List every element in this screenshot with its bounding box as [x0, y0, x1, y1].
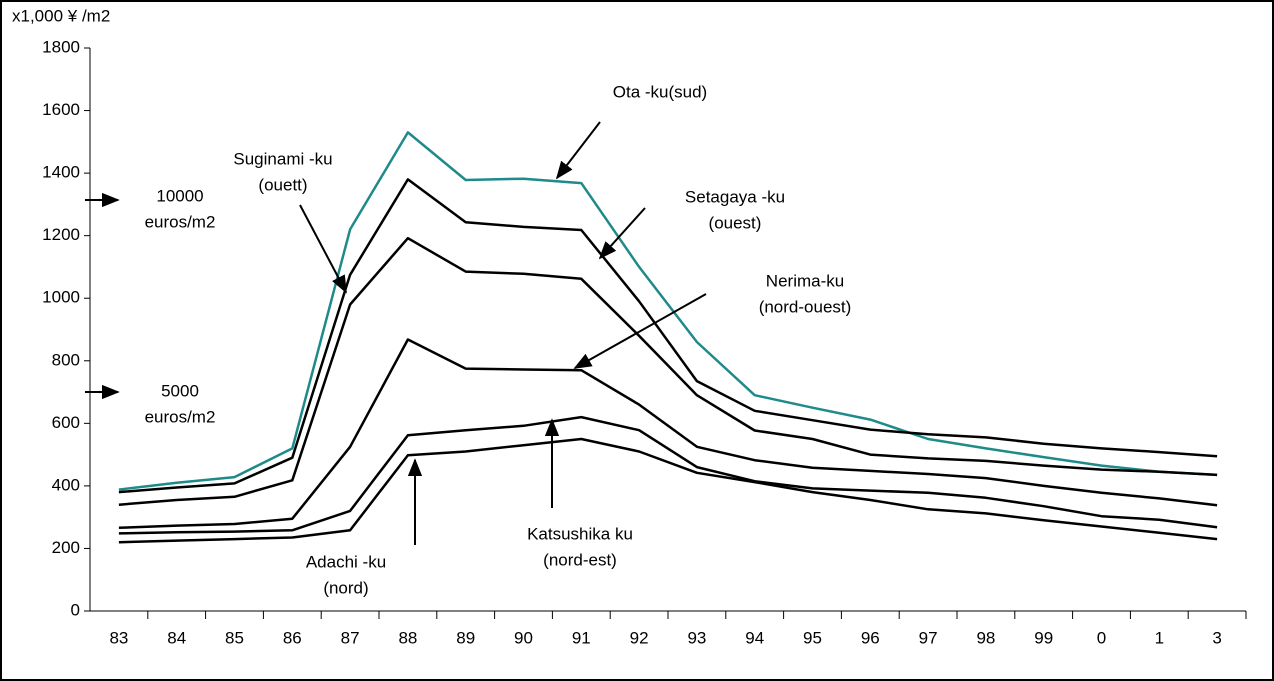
x-tick-label: 97 — [919, 628, 938, 647]
y-tick-label: 800 — [52, 350, 80, 369]
x-tick-label: 0 — [1097, 628, 1106, 647]
annotation-arrow — [573, 293, 707, 369]
x-tick-label: 83 — [109, 628, 128, 647]
series-line — [118, 236, 1218, 506]
x-tick-label: 96 — [861, 628, 880, 647]
x-tick-label: 90 — [514, 628, 533, 647]
series-line — [118, 415, 1218, 535]
annotation: 10000 — [156, 186, 203, 205]
y-tick-label: 1400 — [42, 163, 80, 182]
y-tick-label: 1000 — [42, 288, 80, 307]
x-tick-label: 3 — [1212, 628, 1221, 647]
x-tick-label: 95 — [803, 628, 822, 647]
annotation: Suginami -ku — [233, 149, 332, 168]
y-axis-label: x1,000 ¥ /m2 — [12, 6, 110, 25]
x-tick-label: 89 — [456, 628, 475, 647]
y-tick-label: 0 — [71, 600, 80, 619]
x-tick-label: 85 — [225, 628, 244, 647]
annotation: Adachi -ku — [306, 552, 386, 571]
annotation: Ota -ku(sud) — [613, 82, 707, 101]
annotation: (nord-est) — [543, 550, 617, 569]
y-tick-label: 400 — [52, 475, 80, 494]
annotation: euros/m2 — [145, 407, 216, 426]
annotation: (ouest) — [709, 213, 762, 232]
y-tick-label: 1600 — [42, 100, 80, 119]
annotation: 5000 — [161, 381, 199, 400]
annotation-arrow — [555, 121, 601, 180]
annotation: (nord-ouest) — [759, 297, 852, 316]
annotation: (ouett) — [258, 175, 307, 194]
x-tick-label: 93 — [687, 628, 706, 647]
y-tick-label: 1800 — [42, 37, 80, 56]
series-line — [118, 131, 1218, 491]
x-tick-label: 84 — [167, 628, 186, 647]
series-line — [118, 338, 1218, 530]
x-tick-label: 98 — [976, 628, 995, 647]
x-tick-label: 99 — [1034, 628, 1053, 647]
x-tick-label: 87 — [341, 628, 360, 647]
annotation: (nord) — [323, 578, 368, 597]
annotation-arrow — [299, 204, 347, 294]
series-line — [118, 437, 1218, 544]
y-tick-label: 600 — [52, 413, 80, 432]
x-tick-label: 92 — [630, 628, 649, 647]
y-tick-label: 1200 — [42, 225, 80, 244]
annotation: Setagaya -ku — [685, 187, 785, 206]
annotation: euros/m2 — [145, 212, 216, 231]
annotation: Katsushika ku — [527, 524, 633, 543]
y-tick-label: 200 — [52, 538, 80, 557]
annotation-arrow — [598, 207, 646, 260]
x-tick-label: 88 — [398, 628, 417, 647]
x-tick-label: 91 — [572, 628, 591, 647]
x-tick-label: 1 — [1155, 628, 1164, 647]
x-tick-label: 86 — [283, 628, 302, 647]
x-tick-label: 94 — [745, 628, 764, 647]
series-line — [118, 178, 1218, 494]
annotation: Nerima-ku — [766, 271, 844, 290]
